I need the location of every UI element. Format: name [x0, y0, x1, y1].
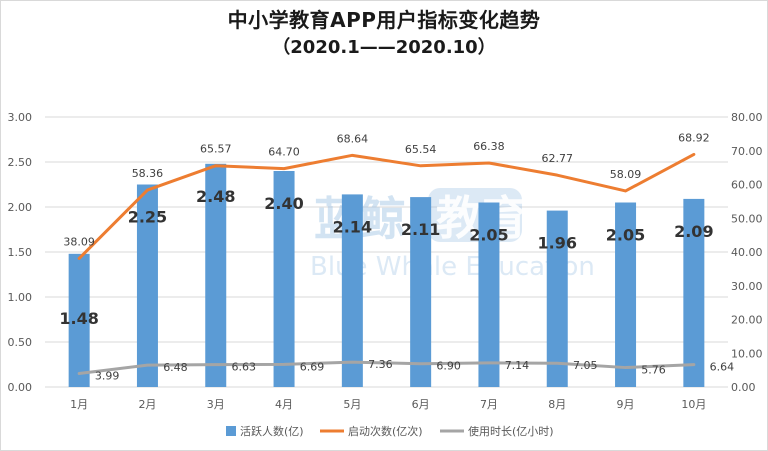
legend-swatch-bar [226, 426, 236, 436]
category-label: 7月 [480, 398, 498, 411]
duration-value-label: 5.76 [641, 364, 666, 377]
category-label: 5月 [343, 398, 361, 411]
data-labels: 1.48 2.25 2.48 2.40 2.14 2.11 2.05 1.96 2.05 2.09… [59, 131, 734, 382]
left-tick-label: 1.50 [8, 246, 33, 259]
left-tick-label: 1.00 [8, 291, 33, 304]
left-tick-label: 2.00 [8, 201, 33, 214]
duration-line [77, 360, 696, 376]
bar [546, 210, 568, 387]
bar-value-label: 1.48 [59, 309, 98, 328]
duration-value-label: 7.05 [573, 359, 598, 372]
bar [273, 171, 295, 387]
legend-label: 启动次数(亿次) [348, 424, 423, 438]
launches-value-label: 62.77 [542, 152, 574, 165]
legend-label: 使用时长(亿小时) [468, 425, 554, 438]
left-tick-label: 0.50 [8, 336, 33, 349]
category-label: 8月 [548, 398, 566, 411]
right-tick-label: 80.00 [731, 111, 763, 124]
launches-value-label: 58.36 [132, 167, 164, 180]
bar-value-label: 2.05 [606, 226, 645, 245]
bars [68, 163, 705, 387]
duration-value-label: 7.36 [368, 358, 393, 371]
launches-value-label: 38.09 [63, 235, 95, 248]
gridlines [45, 116, 728, 388]
category-label: 1月 [70, 398, 88, 411]
right-tick-label: 20.00 [731, 314, 763, 327]
category-labels: 1月 2月 3月 4月 5月 6月 7月 8月 9月 10月 [70, 398, 706, 411]
left-axis-ticks: 0.00 0.50 1.00 1.50 2.00 2.50 3.00 [8, 111, 33, 394]
category-label: 10月 [681, 398, 706, 411]
right-tick-label: 10.00 [731, 347, 763, 360]
launches-value-label: 58.09 [610, 168, 642, 181]
launches-value-label: 68.64 [337, 132, 369, 145]
lines [77, 152, 696, 376]
duration-value-label: 6.64 [710, 361, 735, 374]
bar [341, 194, 363, 387]
launches-value-label: 64.70 [268, 146, 300, 159]
chart-subtitle: （2020.1——2020.10） [272, 37, 496, 58]
title-block: 中小学教育APP用户指标变化趋势 （2020.1——2020.10） [0, 6, 768, 62]
duration-value-label: 7.14 [505, 359, 530, 372]
bar [136, 184, 158, 387]
duration-value-label: 6.63 [232, 361, 257, 374]
launches-value-label: 65.54 [405, 143, 437, 156]
launches-value-label: 66.38 [473, 140, 505, 153]
left-tick-label: 0.00 [8, 381, 33, 394]
bar-value-label: 2.05 [469, 226, 508, 245]
bar-value-label: 2.25 [128, 208, 167, 227]
bar-value-label: 2.11 [401, 220, 440, 239]
right-tick-label: 40.00 [731, 246, 763, 259]
right-axis-ticks: 0.00 10.00 20.00 30.00 40.00 50.00 60.00 70.00 8… [731, 111, 763, 394]
bar [205, 163, 227, 387]
bar [615, 202, 637, 387]
bar-value-label: 2.40 [264, 194, 303, 213]
bar-value-label: 1.96 [538, 234, 577, 253]
bar-value-label: 2.09 [674, 222, 713, 241]
right-tick-label: 70.00 [731, 145, 763, 158]
category-label: 6月 [412, 398, 430, 411]
legend-label: 活跃人数(亿) [240, 424, 304, 438]
category-label: 2月 [138, 398, 156, 411]
duration-value-label: 6.48 [163, 361, 188, 374]
right-tick-label: 60.00 [731, 179, 763, 192]
duration-value-label: 6.90 [436, 360, 461, 373]
bar-value-label: 2.48 [196, 187, 235, 206]
launches-line [77, 152, 696, 260]
duration-value-label: 6.69 [300, 360, 325, 373]
bar [410, 197, 432, 387]
bar [478, 202, 500, 387]
launches-value-label: 68.92 [678, 131, 710, 144]
launches-value-label: 65.57 [200, 143, 232, 156]
category-label: 4月 [275, 398, 293, 411]
bar-value-label: 2.14 [333, 217, 372, 236]
left-tick-label: 2.50 [8, 156, 33, 169]
left-tick-label: 3.00 [8, 111, 33, 124]
category-label: 3月 [207, 398, 225, 411]
bar [68, 253, 90, 387]
right-tick-label: 0.00 [731, 381, 756, 394]
legend: 活跃人数(亿) 启动次数(亿次) 使用时长(亿小时) [226, 424, 554, 438]
chart-title: 中小学教育APP用户指标变化趋势 [227, 8, 541, 32]
right-tick-label: 50.00 [731, 212, 763, 225]
right-tick-label: 30.00 [731, 280, 763, 293]
category-label: 9月 [617, 398, 635, 411]
duration-value-label: 3.99 [95, 370, 120, 383]
bar [683, 198, 705, 387]
